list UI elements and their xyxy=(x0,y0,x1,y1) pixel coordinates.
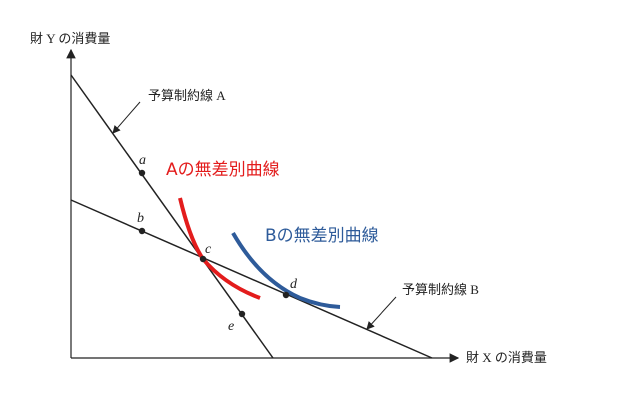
point xyxy=(199,255,207,263)
budget-line-label: 予算制約線 A xyxy=(148,88,226,103)
budget-line-b xyxy=(70,199,433,359)
leader-line xyxy=(112,101,141,134)
y-axis-label: 財 Y の消費量 xyxy=(30,31,110,46)
budget-line-label: 予算制約線 B xyxy=(402,282,479,297)
leader-line xyxy=(366,296,397,330)
x-axis-label: 財 X の消費量 xyxy=(466,350,547,365)
point-label: c xyxy=(205,242,212,257)
point xyxy=(138,227,146,235)
curve-label: Aの無差別曲線 xyxy=(166,160,280,180)
point-label: d xyxy=(290,277,298,292)
point-label: a xyxy=(139,153,146,168)
indifference-curve-b xyxy=(231,232,341,309)
budget-line-a xyxy=(70,74,274,359)
point xyxy=(138,169,146,177)
point xyxy=(238,310,246,318)
point-label: e xyxy=(228,319,234,334)
curve-label: Bの無差別曲線 xyxy=(265,226,379,246)
point-label: b xyxy=(137,211,144,226)
point xyxy=(282,291,290,299)
